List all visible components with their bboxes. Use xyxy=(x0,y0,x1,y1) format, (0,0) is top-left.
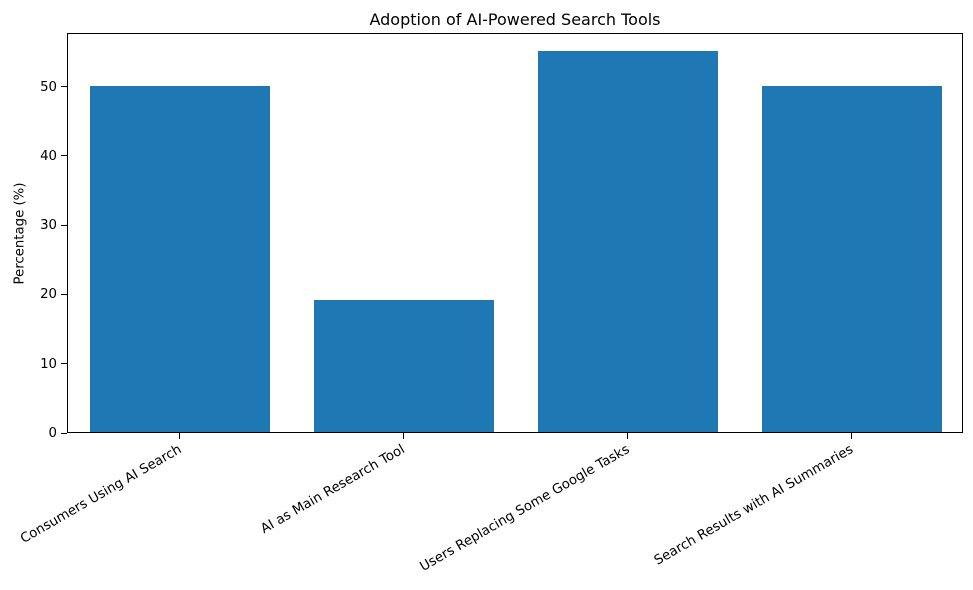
bar-1 xyxy=(314,300,494,432)
y-tick-mark xyxy=(61,155,67,157)
chart-title: Adoption of AI-Powered Search Tools xyxy=(369,10,661,29)
y-tick-mark xyxy=(61,363,67,365)
y-tick-label: 30 xyxy=(40,218,57,234)
bar-3 xyxy=(762,85,942,432)
y-tick-mark xyxy=(61,432,67,434)
y-tick-label: 40 xyxy=(40,148,57,164)
y-tick-mark xyxy=(61,293,67,295)
y-tick-mark xyxy=(61,86,67,88)
x-tick-label: Users Replacing Some Google Tasks xyxy=(417,442,632,575)
y-tick-mark xyxy=(61,224,67,226)
bar-0 xyxy=(90,85,270,432)
y-axis-label: Percentage (%) xyxy=(12,182,28,285)
y-tick-label: 50 xyxy=(40,79,57,95)
x-tick-label: AI as Main Research Tool xyxy=(258,442,408,537)
y-tick-label: 0 xyxy=(48,426,57,441)
y-tick-label: 10 xyxy=(40,356,57,372)
x-tick-mark xyxy=(850,433,852,439)
y-tick-label: 20 xyxy=(40,287,57,303)
x-tick-label: Search Results with AI Summaries xyxy=(651,442,856,569)
x-tick-label: Consumers Using AI Search xyxy=(17,442,185,547)
x-tick-mark xyxy=(178,433,180,439)
x-tick-mark xyxy=(402,433,404,439)
bar-2 xyxy=(538,51,718,432)
plot-area xyxy=(67,33,963,433)
x-tick-mark xyxy=(626,433,628,439)
